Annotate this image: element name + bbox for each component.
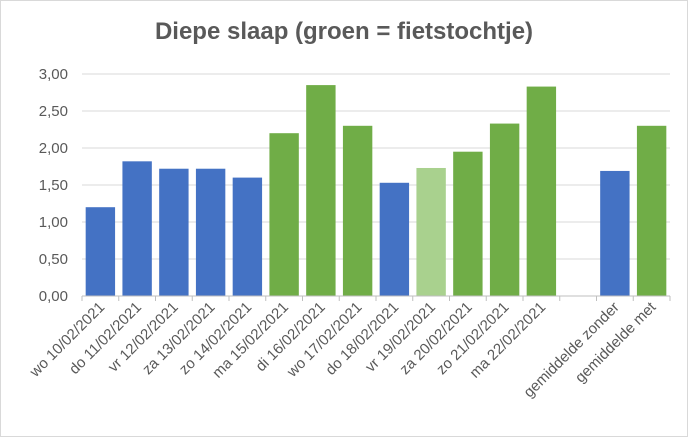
bar [232, 177, 263, 296]
bar [342, 125, 373, 296]
y-tick-labels: 0,00 0,50 1,00 1,50 2,00 2,50 3,00 [39, 66, 68, 305]
bar [269, 133, 299, 296]
y-tick-label: 2,50 [39, 103, 68, 120]
y-tick-label: 1,00 [39, 214, 68, 231]
bar [122, 161, 152, 296]
bar [159, 168, 189, 296]
chart-title: Diepe slaap (groen = fietstochtje) [154, 18, 534, 45]
y-tick-label: 3,00 [39, 66, 68, 83]
y-tick-label: 2,00 [39, 140, 68, 157]
bar [306, 85, 336, 296]
bar [489, 123, 520, 296]
bar [416, 167, 446, 296]
bar [600, 170, 630, 296]
y-tick-label: 1,50 [39, 177, 68, 194]
y-tick-label: 0,50 [39, 251, 68, 268]
bar [379, 182, 410, 296]
bar [85, 207, 116, 296]
bar [526, 86, 557, 296]
bar [195, 168, 226, 296]
bar [636, 125, 667, 296]
bars [85, 85, 667, 296]
axes [81, 295, 671, 301]
y-tick-label: 0,00 [39, 288, 68, 305]
bar [453, 151, 483, 296]
